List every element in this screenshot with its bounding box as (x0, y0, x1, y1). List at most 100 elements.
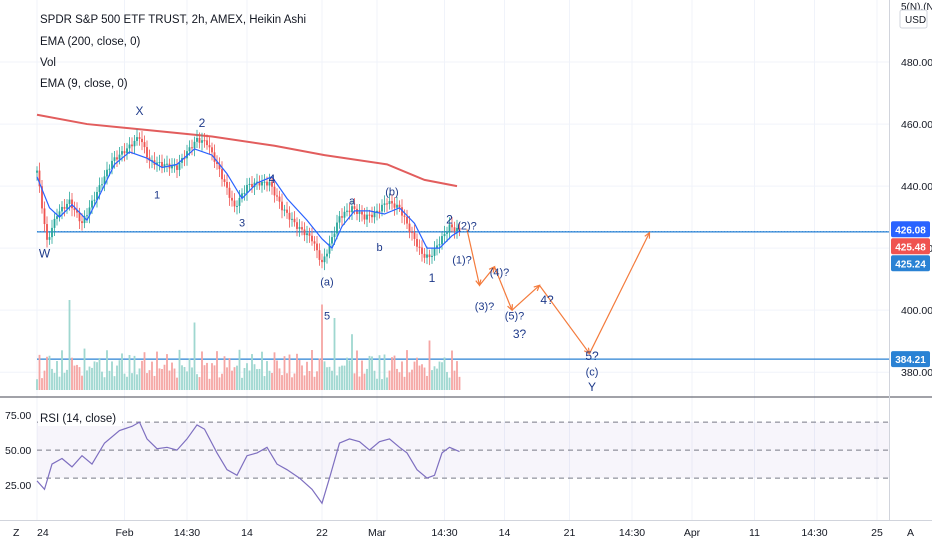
volume-bar (88, 366, 91, 390)
candle-body (456, 227, 458, 232)
candle-body (78, 212, 81, 222)
candle-body (323, 256, 326, 263)
volume-bar (56, 360, 58, 390)
volume-bar (426, 375, 428, 390)
candle-body (308, 233, 311, 236)
price-badge (891, 221, 930, 238)
volume-bar (36, 379, 38, 390)
candle-body (388, 201, 391, 204)
candle-body (241, 193, 243, 199)
volume-bar (273, 352, 276, 390)
candle-body (211, 147, 213, 153)
candle-body (428, 254, 431, 258)
horizontal-lines[interactable] (37, 231, 889, 360)
legend-volume[interactable]: Vol (40, 57, 56, 69)
volume-bar (398, 372, 401, 390)
wave-label: (3)? (475, 301, 495, 313)
volume-bar (148, 370, 151, 390)
candle-body (126, 148, 128, 154)
volume-bar (333, 318, 336, 390)
x-tick-label: 14 (499, 527, 511, 539)
volume-bar (221, 373, 223, 390)
ema9-line (36, 148, 460, 250)
volume-bar (156, 351, 158, 390)
candle-body (73, 208, 76, 211)
candle-body (213, 152, 216, 162)
legend-rsi[interactable]: RSI (14, close) (40, 413, 116, 425)
projection-segment[interactable] (588, 232, 651, 354)
currency-box[interactable] (899, 9, 928, 29)
candle-body (371, 214, 373, 218)
volume-bar (151, 361, 153, 390)
legend-ema200[interactable]: EMA (200, close, 0) (40, 36, 141, 48)
legend-ema9[interactable]: EMA (9, close, 0) (40, 78, 128, 90)
volume-bar (43, 370, 46, 390)
price-badge (891, 255, 930, 272)
candle-body (328, 243, 331, 254)
volume-bar (208, 378, 211, 390)
candle-body (98, 185, 101, 192)
projection-segment[interactable] (466, 229, 481, 286)
volume-bar (421, 364, 423, 390)
candle-body (423, 253, 426, 258)
candle-body (336, 222, 338, 234)
candle-body (271, 181, 273, 187)
x-tick-label: 24 (37, 527, 49, 539)
price-axis[interactable]: 5(N).(N) USD 380.00400.00420.00440.00460… (5, 0, 932, 520)
volume-bar (188, 358, 191, 390)
projection-segment[interactable] (493, 266, 513, 311)
volume-bar (198, 377, 201, 390)
candle-body (106, 169, 108, 177)
wave-label: 1 (429, 271, 436, 285)
volume-bar (71, 357, 73, 390)
wave-label: (a) (320, 276, 333, 288)
volume-bar (211, 363, 213, 390)
candle-body (448, 224, 451, 233)
ema9-path (36, 148, 460, 250)
candle-body (443, 233, 446, 237)
candle-body (53, 218, 56, 228)
rsi-tick-label: 25.00 (5, 480, 31, 492)
corner-left-button[interactable]: Z (13, 527, 20, 539)
wave-projection[interactable] (466, 229, 651, 355)
price-pane[interactable]: W X 2 1 3 4 (a) 5 a (b) b 1 2 (2)? (1)? (4)? (3)? (5)? 3? 4… (0, 0, 889, 520)
wave-label: 3 (239, 217, 245, 229)
volume-bar (126, 376, 128, 390)
price-badge-text: 384.21 (895, 355, 926, 366)
candle-body (81, 221, 83, 224)
candle-body (393, 203, 396, 208)
volume-bar (401, 361, 403, 390)
price-badges: 426.08 425.48 425.24 384.21 (891, 221, 930, 368)
candle-body (58, 211, 61, 217)
legend-symbol[interactable]: SPDR S&P 500 ETF TRUST, 2h, AMEX, Heikin… (40, 14, 306, 26)
x-tick-label: 22 (316, 527, 328, 539)
volume-bar (378, 355, 381, 390)
projection-segment[interactable] (479, 266, 495, 286)
time-axis[interactable]: 24 Feb 14:30 14 22 Mar 14:30 14 21 14:30 Apr 11 14:3… (0, 520, 932, 540)
candle-body (216, 161, 218, 165)
rsi-tick-labels: 25.00 50.00 75.00 (5, 410, 31, 492)
candle-body (366, 214, 368, 220)
projection-segment[interactable] (511, 284, 540, 311)
candle-body (406, 216, 408, 224)
volume-bar (101, 371, 103, 390)
volume-bar (58, 376, 61, 390)
volume-bar (241, 377, 243, 390)
x-tick-label: 14:30 (431, 527, 457, 539)
candle-body (256, 181, 258, 183)
projection-segment[interactable] (539, 284, 590, 354)
volume-bar (438, 361, 441, 390)
rsi-pane[interactable] (0, 396, 932, 505)
candle-body (228, 187, 231, 198)
y-tick-label: 400.00 (901, 305, 932, 317)
volume-bar (123, 373, 126, 390)
candle-body (208, 145, 211, 148)
volume-bar (331, 370, 333, 390)
volume-bar (118, 360, 121, 390)
candle-body (411, 231, 413, 233)
corner-right-button[interactable]: A (907, 527, 914, 539)
candle-body (163, 164, 166, 167)
volume-bar (346, 357, 348, 390)
